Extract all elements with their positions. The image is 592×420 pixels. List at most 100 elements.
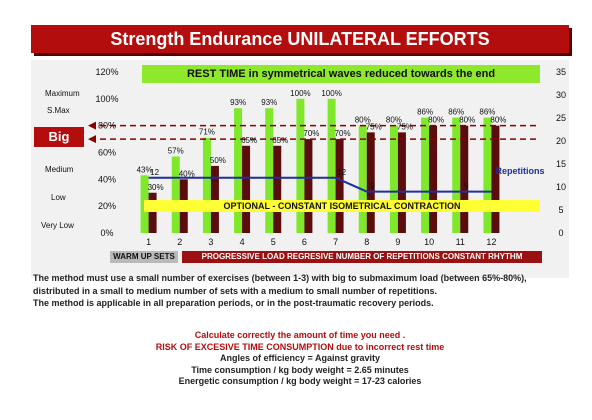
y-right-tick-label: 20 xyxy=(556,136,566,146)
bar-green-data-label: 93% xyxy=(261,98,277,107)
bar-green-data-label: 86% xyxy=(417,108,433,117)
bar-green-data-label: 86% xyxy=(479,108,495,117)
reference-arrow xyxy=(88,135,96,144)
bar-dark-data-label: 50% xyxy=(210,156,226,165)
repetitions-data-label: 12 xyxy=(150,168,159,177)
note-calculate: Calculate correctly the amount of time y… xyxy=(194,330,406,340)
bar-green-data-label: 93% xyxy=(230,98,246,107)
bar-green xyxy=(483,117,492,233)
bar-dark xyxy=(304,139,313,233)
bar-dark xyxy=(366,132,375,233)
bar-green xyxy=(389,125,398,233)
x-tick-label: 2 xyxy=(177,237,182,247)
description-line-3: The method is applicable in all preparat… xyxy=(33,298,434,308)
y-right-tick-label: 0 xyxy=(558,228,563,238)
bar-dark xyxy=(335,139,344,233)
bar-dark xyxy=(273,145,282,233)
x-tick-label: 11 xyxy=(456,237,465,247)
bar-green-data-label: 57% xyxy=(168,147,184,156)
bar-green xyxy=(452,117,461,233)
bar-green xyxy=(265,108,274,233)
bar-dark xyxy=(397,132,406,233)
scale-label-low: Low xyxy=(51,193,66,202)
bar-green xyxy=(296,98,305,233)
bar-dark-data-label: 40% xyxy=(179,169,195,178)
y-left-tick-label: 100% xyxy=(95,94,118,104)
repetitions-data-label: 9 xyxy=(371,182,376,191)
scale-label-medium: Medium xyxy=(45,165,74,174)
optional-banner: OPTIONAL - CONSTANT ISOMETRICAL CONTRACT… xyxy=(144,200,540,212)
bar-green xyxy=(358,125,367,233)
x-tick-label: 4 xyxy=(240,237,245,247)
bar-green-data-label: 43% xyxy=(137,165,153,174)
bar-green xyxy=(202,137,211,233)
x-tick-label: 6 xyxy=(302,237,307,247)
y-right-tick-label: 30 xyxy=(556,90,566,100)
x-tick-label: 10 xyxy=(424,237,434,247)
bar-dark-data-label: 65% xyxy=(272,136,288,145)
y-right-tick-label: 5 xyxy=(558,205,563,215)
scale-label-maximum: Maximum xyxy=(45,89,80,98)
repetitions-line xyxy=(148,176,492,193)
bar-dark-data-label: 30% xyxy=(148,183,164,192)
y-left-tick-label: 20% xyxy=(98,201,116,211)
bar-dark-data-label: 70% xyxy=(303,129,319,138)
bar-dark-data-label: 80% xyxy=(490,116,506,125)
y-right-tick-label: 35 xyxy=(556,67,566,77)
x-tick-label: 1 xyxy=(146,237,151,247)
x-tick-label: 12 xyxy=(486,237,496,247)
bar-green-data-label: 71% xyxy=(199,128,215,137)
bar-green xyxy=(234,108,243,233)
note-time: Time consumption / kg body weight = 2.65… xyxy=(191,364,409,375)
progressive-label: PROGRESSIVE LOAD REGRESIVE NUMBER OF REP… xyxy=(182,251,542,263)
note-angles: Angles of efficiency = Against gravity xyxy=(220,353,380,363)
repetitions-data-label: 9 xyxy=(464,182,469,191)
slide-title: Strength Endurance UNILATERAL EFFORTS xyxy=(31,25,569,53)
bar-green-data-label: 86% xyxy=(448,108,464,117)
description-line-2: distributed in a small to medium number … xyxy=(33,285,438,296)
bar-dark-data-label: 80% xyxy=(428,116,444,125)
bar-green-data-label: 100% xyxy=(290,89,310,98)
bar-green xyxy=(327,98,336,233)
y-left-tick-label: 120% xyxy=(95,67,118,77)
notes: Calculate correctly the amount of time y… xyxy=(31,330,569,388)
bar-dark-data-label: 80% xyxy=(459,116,475,125)
rest-time-banner: REST TIME in symmetrical waves reduced t… xyxy=(142,65,540,83)
warm-up-label: WARM UP SETS xyxy=(110,251,178,263)
y-left-tick-label: 60% xyxy=(98,148,116,158)
bar-dark xyxy=(148,192,157,233)
y-right-tick-label: 15 xyxy=(556,159,566,169)
bar-dark-data-label: 75% xyxy=(397,122,413,131)
bar-green xyxy=(171,156,180,233)
y-left-tick-label: 80% xyxy=(98,121,116,131)
bar-green-data-label: 100% xyxy=(321,89,341,98)
y-right-tick-label: 10 xyxy=(556,182,566,192)
bar-dark xyxy=(460,125,469,233)
note-risk: RISK OF EXCESIVE TIME CONSUMPTION due to… xyxy=(155,341,445,352)
bar-dark xyxy=(429,125,438,233)
bar-green-data-label: 80% xyxy=(355,116,371,125)
y-left-tick-label: 40% xyxy=(98,174,116,184)
x-tick-label: 8 xyxy=(364,237,369,247)
bar-green-data-label: 80% xyxy=(386,116,402,125)
bar-dark xyxy=(242,145,251,233)
description: The method must use a small number of ex… xyxy=(33,272,568,310)
x-tick-label: 3 xyxy=(208,237,213,247)
description-line-1: The method must use a small number of ex… xyxy=(33,273,527,283)
scale-label-big: Big xyxy=(34,127,84,147)
bar-dark xyxy=(491,125,500,233)
x-tick-label: 5 xyxy=(271,237,276,247)
bar-green xyxy=(421,117,430,233)
bar-dark xyxy=(210,165,219,233)
y-right-tick-label: 25 xyxy=(556,113,566,123)
bar-dark-data-label: 70% xyxy=(335,129,351,138)
bar-dark-data-label: 65% xyxy=(241,136,257,145)
scale-label-smax: S.Max xyxy=(47,106,70,115)
repetitions-legend-label: Repetitions xyxy=(495,166,544,176)
scale-label-very-low: Very Low xyxy=(41,221,74,230)
y-left-tick-label: 0% xyxy=(100,228,113,238)
reference-arrow xyxy=(88,121,96,130)
repetitions-data-label: 12 xyxy=(337,168,346,177)
